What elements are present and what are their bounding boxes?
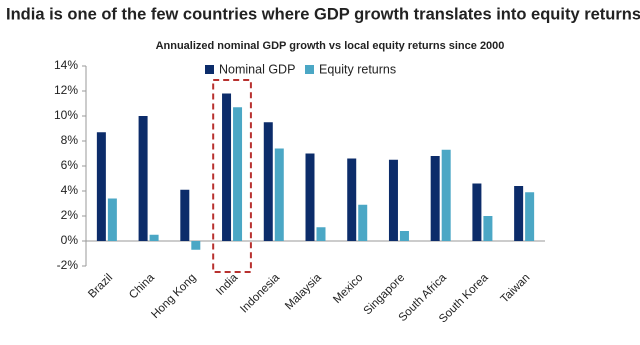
bar (525, 192, 535, 241)
bar (472, 183, 482, 241)
legend-label: Nominal GDP (219, 62, 295, 76)
bar (316, 227, 326, 241)
bar (233, 107, 243, 241)
y-tick-label: 4% (61, 183, 79, 197)
bar (96, 132, 106, 241)
x-tick-label: Brazil (86, 272, 115, 301)
bar (347, 158, 357, 241)
y-tick-label: 0% (61, 233, 79, 247)
legend-swatch (205, 65, 214, 74)
bar (305, 153, 315, 241)
bar (191, 241, 201, 250)
bar (514, 186, 524, 241)
x-tick-label: Indonesia (238, 271, 282, 315)
bar (138, 116, 148, 241)
x-tick-label: Hong Kong (149, 272, 198, 321)
bar (107, 198, 117, 241)
chart-title: India is one of the few countries where … (6, 5, 640, 23)
y-tick-label: 2% (61, 208, 79, 222)
x-tick-label: India (214, 271, 241, 298)
bar (483, 216, 493, 241)
x-tick-label: Taiwan (499, 272, 533, 306)
y-tick-label: 10% (54, 108, 78, 122)
bar (388, 159, 398, 241)
bar (222, 93, 232, 241)
x-tick-label: Malaysia (283, 271, 324, 312)
bar (399, 231, 409, 241)
bar (358, 204, 368, 241)
y-tick-label: 12% (54, 83, 78, 97)
y-tick-label: -2% (57, 258, 79, 272)
y-tick-label: 6% (61, 158, 79, 172)
bar (180, 189, 190, 241)
x-tick-label: China (127, 271, 157, 301)
bar (149, 234, 159, 241)
bar (263, 122, 273, 241)
chart-subtitle: Annualized nominal GDP growth vs local e… (156, 40, 505, 52)
legend-label: Equity returns (319, 62, 396, 76)
highlight-box (212, 79, 252, 273)
bar (430, 156, 440, 241)
y-tick-label: 8% (61, 133, 79, 147)
y-tick-label: 14% (54, 58, 78, 72)
bar (274, 148, 284, 241)
x-tick-label: Mexico (331, 272, 365, 306)
legend-swatch (305, 65, 314, 74)
bar (441, 149, 451, 241)
